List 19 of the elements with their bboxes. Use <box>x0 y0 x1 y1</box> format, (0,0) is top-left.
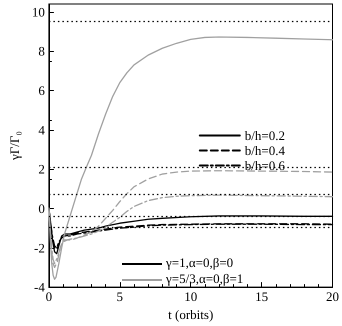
annotation: γ=1,α=0,β=0 <box>166 255 234 270</box>
x-tick-label: 10 <box>184 289 198 304</box>
legend-label: b/h=0.2 <box>244 128 286 143</box>
y-tick-label: -4 <box>34 280 46 295</box>
y-tick-label: 0 <box>38 200 45 216</box>
annotation: γ=5/3,α=0,β=1 <box>166 271 244 286</box>
x-tick-label: 15 <box>255 289 268 304</box>
y-tick-label: 10 <box>32 4 45 20</box>
x-axis-title: t (orbits) <box>168 307 214 322</box>
legend-label: b/h=0.6 <box>244 158 286 173</box>
y-tick-label: 8 <box>38 44 45 59</box>
x-tick-label: 20 <box>326 289 339 304</box>
y-tick-label: 2 <box>38 162 45 177</box>
y-tick-label: -2 <box>34 240 45 256</box>
y-tick-label: 6 <box>38 83 46 98</box>
legend-label: b/h=0.4 <box>244 143 286 158</box>
y-tick-label: 4 <box>38 122 46 138</box>
x-tick-label: 5 <box>116 289 124 304</box>
y-axis-title: γΓ/Γ₀ <box>7 131 22 162</box>
